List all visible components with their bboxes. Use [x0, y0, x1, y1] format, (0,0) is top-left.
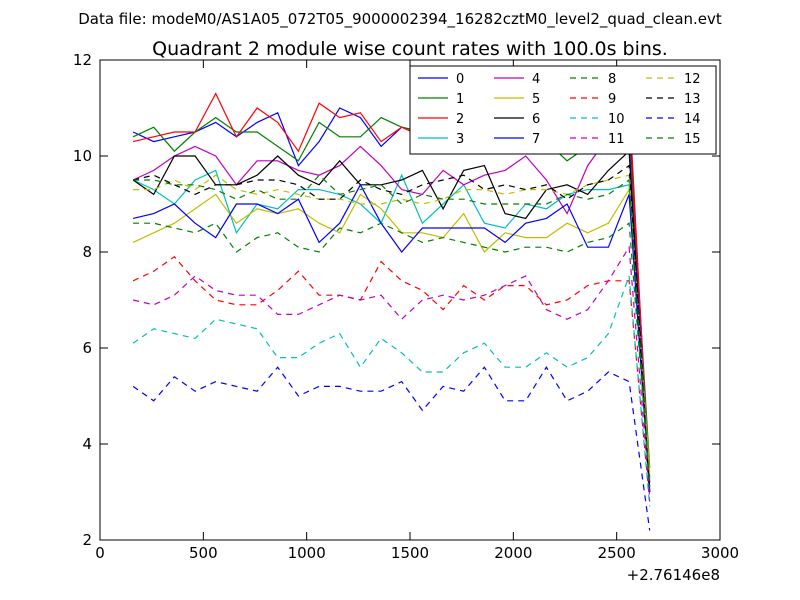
series-line-15 [133, 174, 651, 488]
legend-label-6: 6 [532, 112, 540, 127]
series-line-7 [132, 183, 651, 493]
series-line-8 [133, 222, 651, 483]
legend-label-7: 7 [532, 132, 540, 147]
series-line-4 [132, 136, 651, 478]
legend-label-3: 3 [456, 132, 464, 147]
plot-frame [99, 59, 721, 541]
series-line-10 [132, 275, 651, 507]
x-tick-label: 0 [95, 544, 105, 562]
y-tick-label: 8 [82, 243, 92, 261]
legend-label-8: 8 [608, 72, 616, 87]
legend-label-14: 14 [684, 112, 701, 127]
x-offset-label: +2.76146e8 [627, 566, 720, 584]
y-tick-label: 2 [82, 531, 92, 549]
legend-label-1: 1 [456, 92, 464, 107]
legend-label-12: 12 [684, 72, 701, 87]
legend-label-9: 9 [608, 92, 616, 107]
legend-label-4: 4 [532, 72, 540, 87]
y-tick-label: 4 [82, 435, 92, 453]
legend-frame [409, 65, 717, 155]
legend-label-0: 0 [456, 72, 464, 87]
x-tick-label: 1500 [391, 544, 429, 562]
x-tick-label: 3000 [701, 544, 739, 562]
legend-label-13: 13 [684, 92, 701, 107]
y-tick-label: 12 [73, 51, 92, 69]
series-line-12 [133, 174, 651, 478]
series-line-1 [132, 116, 651, 469]
series-line-3 [132, 169, 651, 488]
figure-suptitle: Data file: modeM0/AS1A05_072T05_90000023… [78, 10, 722, 29]
y-tick-label: 6 [82, 339, 92, 357]
y-tick-label: 10 [73, 147, 92, 165]
series-line-9 [132, 255, 651, 502]
legend-label-2: 2 [456, 112, 464, 127]
x-tick-label: 500 [189, 544, 218, 562]
series-line-5 [132, 187, 651, 473]
series-line-13 [132, 164, 651, 493]
chart-title: Quadrant 2 module wise count rates with … [152, 38, 668, 60]
legend-label-10: 10 [608, 112, 625, 127]
series-line-11 [132, 245, 651, 497]
x-tick-label: 2000 [494, 544, 532, 562]
x-tick-label: 2500 [598, 544, 636, 562]
legend-label-5: 5 [532, 92, 540, 107]
x-tick-label: 1000 [288, 544, 326, 562]
legend-label-11: 11 [608, 132, 625, 147]
series-layer [132, 92, 651, 531]
legend-label-15: 15 [684, 132, 701, 147]
series-line-14 [132, 366, 651, 531]
